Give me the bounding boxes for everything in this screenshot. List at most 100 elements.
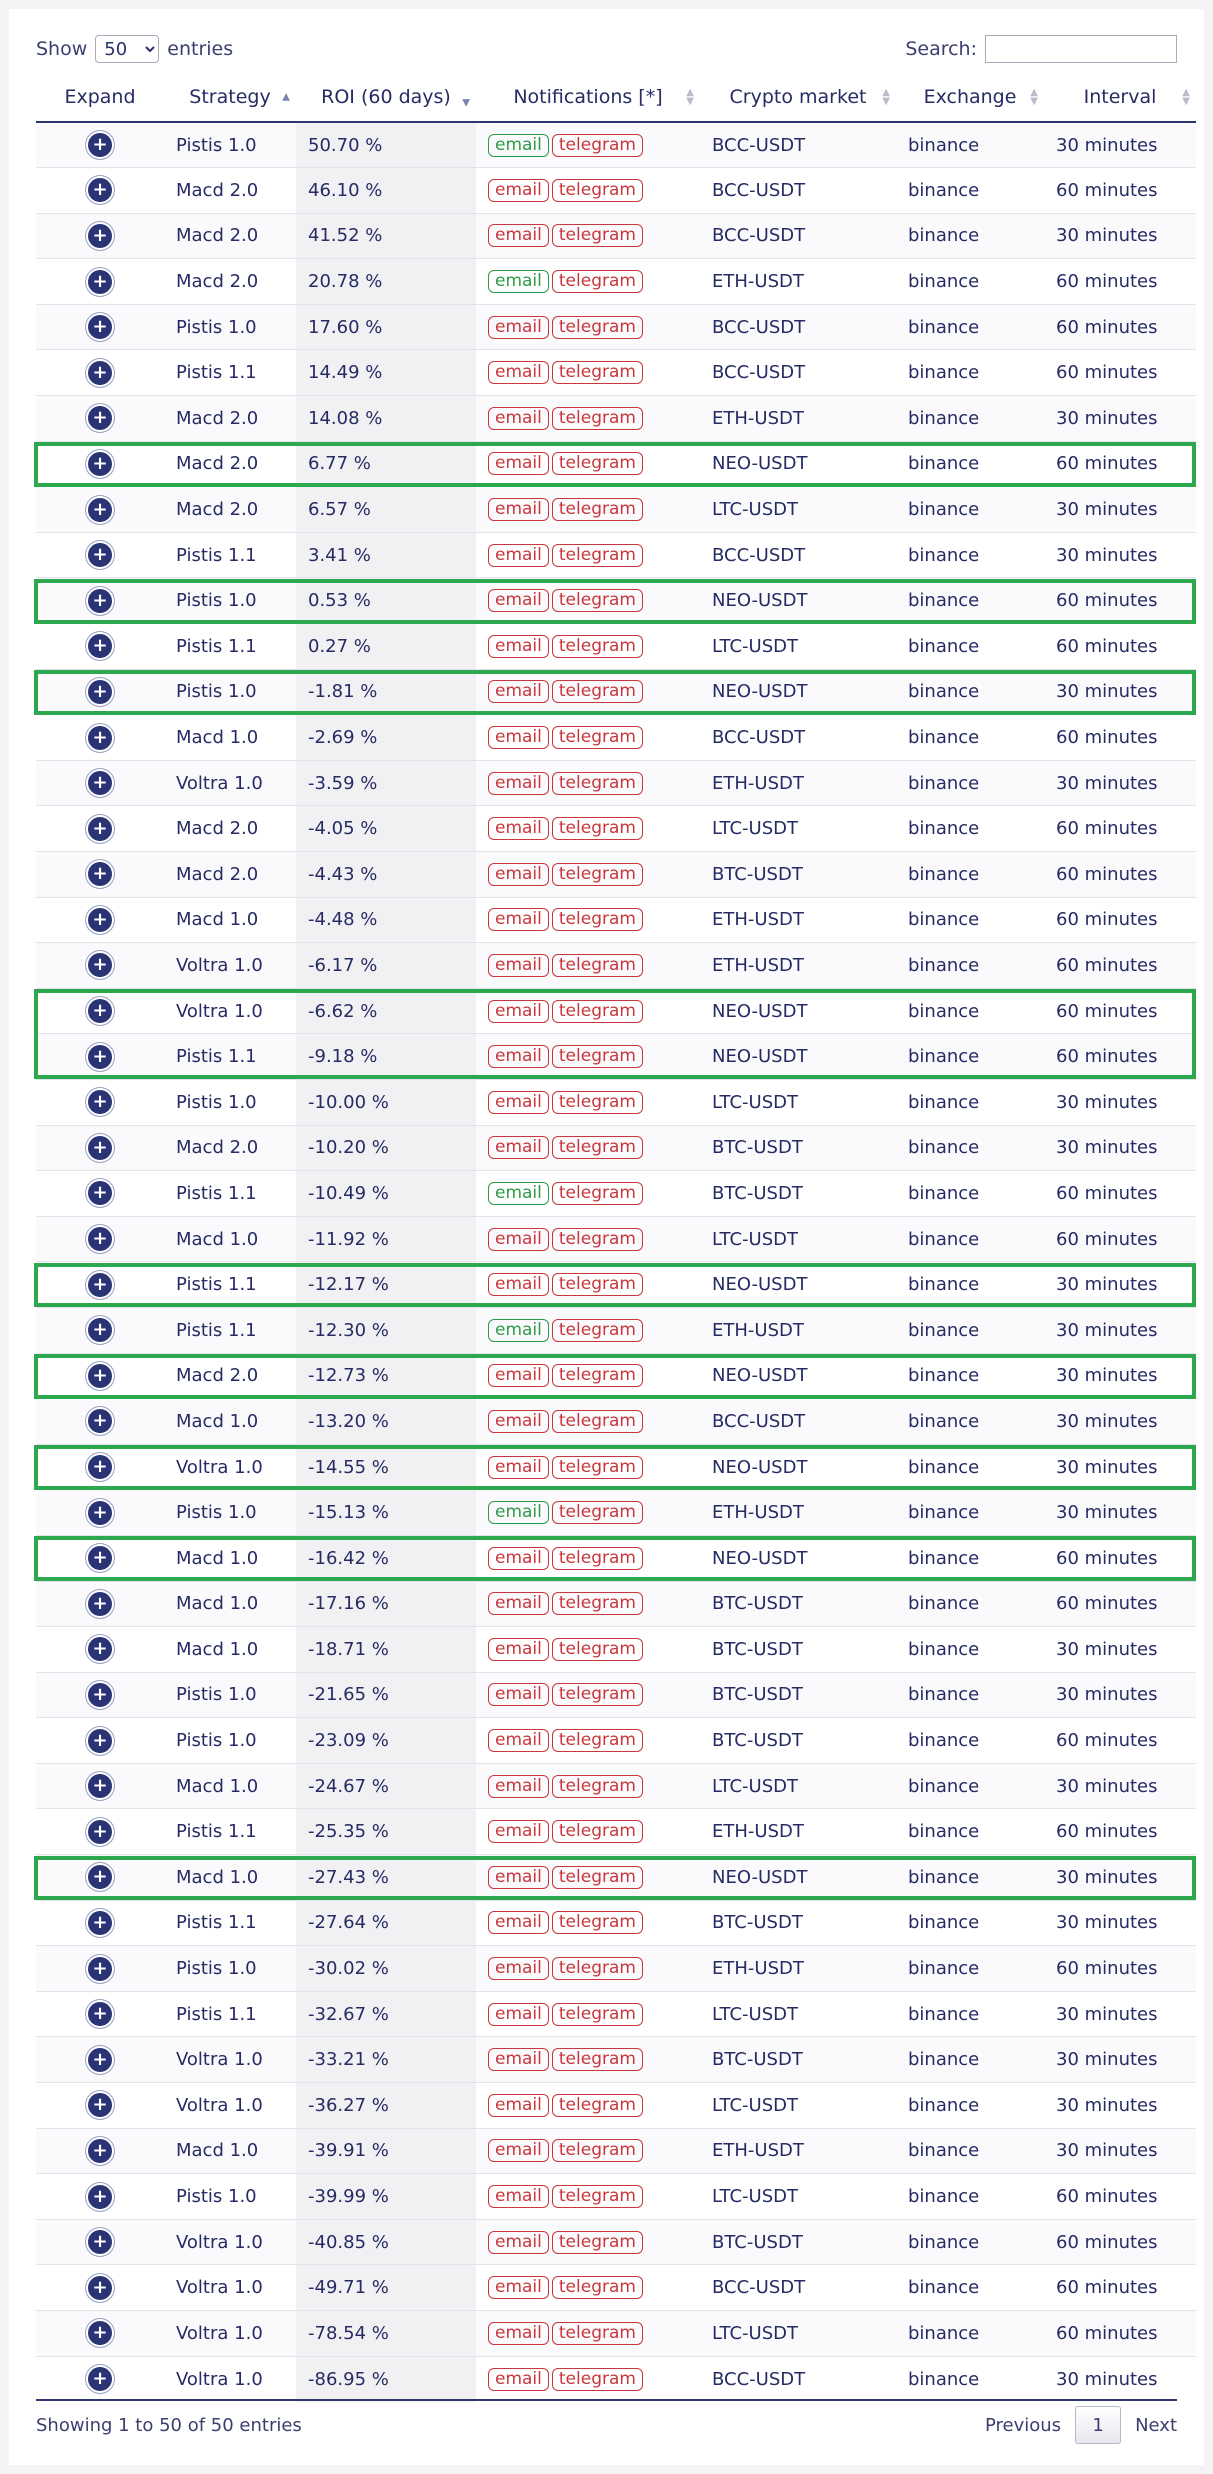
email-tag[interactable]: email bbox=[488, 361, 549, 385]
column-header-roi[interactable]: ROI (60 days) ▼ bbox=[296, 73, 476, 123]
email-tag[interactable]: email bbox=[488, 680, 549, 704]
telegram-tag[interactable]: telegram bbox=[551, 2276, 643, 2300]
telegram-tag[interactable]: telegram bbox=[551, 1957, 643, 1981]
email-tag[interactable]: email bbox=[488, 2139, 549, 2163]
email-tag[interactable]: email bbox=[488, 1273, 549, 1297]
telegram-tag[interactable]: telegram bbox=[551, 1364, 643, 1388]
expand-plus-icon[interactable]: + bbox=[88, 1910, 112, 1935]
expand-plus-icon[interactable]: + bbox=[88, 2138, 112, 2163]
expand-plus-icon[interactable]: + bbox=[88, 451, 112, 476]
email-tag[interactable]: email bbox=[488, 1911, 549, 1935]
telegram-tag[interactable]: telegram bbox=[551, 2093, 643, 2117]
expand-plus-icon[interactable]: + bbox=[88, 2321, 112, 2346]
telegram-tag[interactable]: telegram bbox=[551, 406, 643, 430]
email-tag[interactable]: email bbox=[488, 1501, 549, 1525]
expand-plus-icon[interactable]: + bbox=[88, 1044, 112, 1069]
email-tag[interactable]: email bbox=[488, 1455, 549, 1479]
telegram-tag[interactable]: telegram bbox=[551, 361, 643, 385]
expand-plus-icon[interactable]: + bbox=[88, 1409, 112, 1434]
expand-plus-icon[interactable]: + bbox=[88, 1956, 112, 1981]
telegram-tag[interactable]: telegram bbox=[551, 224, 643, 248]
email-tag[interactable]: email bbox=[488, 2185, 549, 2209]
expand-plus-icon[interactable]: + bbox=[88, 2047, 112, 2072]
expand-plus-icon[interactable]: + bbox=[88, 178, 112, 203]
telegram-tag[interactable]: telegram bbox=[551, 1546, 643, 1570]
telegram-tag[interactable]: telegram bbox=[551, 1683, 643, 1707]
telegram-tag[interactable]: telegram bbox=[551, 589, 643, 613]
expand-plus-icon[interactable]: + bbox=[88, 634, 112, 659]
telegram-tag[interactable]: telegram bbox=[551, 2002, 643, 2026]
telegram-tag[interactable]: telegram bbox=[551, 178, 643, 202]
expand-plus-icon[interactable]: + bbox=[88, 2367, 112, 2392]
expand-plus-icon[interactable]: + bbox=[88, 133, 112, 158]
column-header-notifications[interactable]: Notifications [*] ▲ ▼ bbox=[476, 73, 700, 123]
expand-plus-icon[interactable]: + bbox=[88, 1181, 112, 1206]
telegram-tag[interactable]: telegram bbox=[551, 2321, 643, 2345]
telegram-tag[interactable]: telegram bbox=[551, 315, 643, 339]
telegram-tag[interactable]: telegram bbox=[551, 498, 643, 522]
expand-plus-icon[interactable]: + bbox=[88, 1363, 112, 1388]
email-tag[interactable]: email bbox=[488, 2002, 549, 2026]
telegram-tag[interactable]: telegram bbox=[551, 2048, 643, 2072]
next-button[interactable]: Next bbox=[1135, 2414, 1177, 2436]
email-tag[interactable]: email bbox=[488, 224, 549, 248]
telegram-tag[interactable]: telegram bbox=[551, 771, 643, 795]
expand-plus-icon[interactable]: + bbox=[88, 1135, 112, 1160]
telegram-tag[interactable]: telegram bbox=[551, 1227, 643, 1251]
email-tag[interactable]: email bbox=[488, 2276, 549, 2300]
email-tag[interactable]: email bbox=[488, 498, 549, 522]
telegram-tag[interactable]: telegram bbox=[551, 1820, 643, 1844]
expand-plus-icon[interactable]: + bbox=[88, 725, 112, 750]
email-tag[interactable]: email bbox=[488, 2093, 549, 2117]
telegram-tag[interactable]: telegram bbox=[551, 2185, 643, 2209]
telegram-tag[interactable]: telegram bbox=[551, 452, 643, 476]
telegram-tag[interactable]: telegram bbox=[551, 634, 643, 658]
expand-plus-icon[interactable]: + bbox=[88, 816, 112, 841]
column-header-interval[interactable]: Interval ▲ ▼ bbox=[1044, 73, 1196, 123]
expand-plus-icon[interactable]: + bbox=[88, 2184, 112, 2209]
email-tag[interactable]: email bbox=[488, 1683, 549, 1707]
telegram-tag[interactable]: telegram bbox=[551, 1501, 643, 1525]
email-tag[interactable]: email bbox=[488, 315, 549, 339]
expand-plus-icon[interactable]: + bbox=[88, 1865, 112, 1890]
expand-plus-icon[interactable]: + bbox=[88, 406, 112, 431]
expand-plus-icon[interactable]: + bbox=[88, 1774, 112, 1799]
email-tag[interactable]: email bbox=[488, 999, 549, 1023]
email-tag[interactable]: email bbox=[488, 1592, 549, 1616]
telegram-tag[interactable]: telegram bbox=[551, 1045, 643, 1069]
expand-plus-icon[interactable]: + bbox=[88, 223, 112, 248]
expand-plus-icon[interactable]: + bbox=[88, 1546, 112, 1571]
email-tag[interactable]: email bbox=[488, 1957, 549, 1981]
email-tag[interactable]: email bbox=[488, 1865, 549, 1889]
expand-plus-icon[interactable]: + bbox=[88, 1728, 112, 1753]
telegram-tag[interactable]: telegram bbox=[551, 1409, 643, 1433]
expand-plus-icon[interactable]: + bbox=[88, 497, 112, 522]
expand-plus-icon[interactable]: + bbox=[88, 2093, 112, 2118]
expand-plus-icon[interactable]: + bbox=[88, 771, 112, 796]
telegram-tag[interactable]: telegram bbox=[551, 543, 643, 567]
telegram-tag[interactable]: telegram bbox=[551, 1592, 643, 1616]
expand-plus-icon[interactable]: + bbox=[88, 2002, 112, 2027]
column-header-strategy[interactable]: Strategy ▲ bbox=[164, 73, 296, 123]
email-tag[interactable]: email bbox=[488, 1045, 549, 1069]
expand-plus-icon[interactable]: + bbox=[88, 269, 112, 294]
email-tag[interactable]: email bbox=[488, 1820, 549, 1844]
column-header-exchange[interactable]: Exchange ▲ ▼ bbox=[896, 73, 1044, 123]
email-tag[interactable]: email bbox=[488, 1409, 549, 1433]
email-tag[interactable]: email bbox=[488, 908, 549, 932]
page-size-select[interactable]: 50 bbox=[95, 35, 160, 63]
email-tag[interactable]: email bbox=[488, 543, 549, 567]
email-tag[interactable]: email bbox=[488, 953, 549, 977]
expand-plus-icon[interactable]: + bbox=[88, 1819, 112, 1844]
email-tag[interactable]: email bbox=[488, 1774, 549, 1798]
email-tag[interactable]: email bbox=[488, 1181, 549, 1205]
telegram-tag[interactable]: telegram bbox=[551, 999, 643, 1023]
telegram-tag[interactable]: telegram bbox=[551, 1090, 643, 1114]
expand-plus-icon[interactable]: + bbox=[88, 1318, 112, 1343]
email-tag[interactable]: email bbox=[488, 2367, 549, 2391]
email-tag[interactable]: email bbox=[488, 1546, 549, 1570]
telegram-tag[interactable]: telegram bbox=[551, 1774, 643, 1798]
telegram-tag[interactable]: telegram bbox=[551, 1865, 643, 1889]
expand-plus-icon[interactable]: + bbox=[88, 543, 112, 568]
email-tag[interactable]: email bbox=[488, 634, 549, 658]
